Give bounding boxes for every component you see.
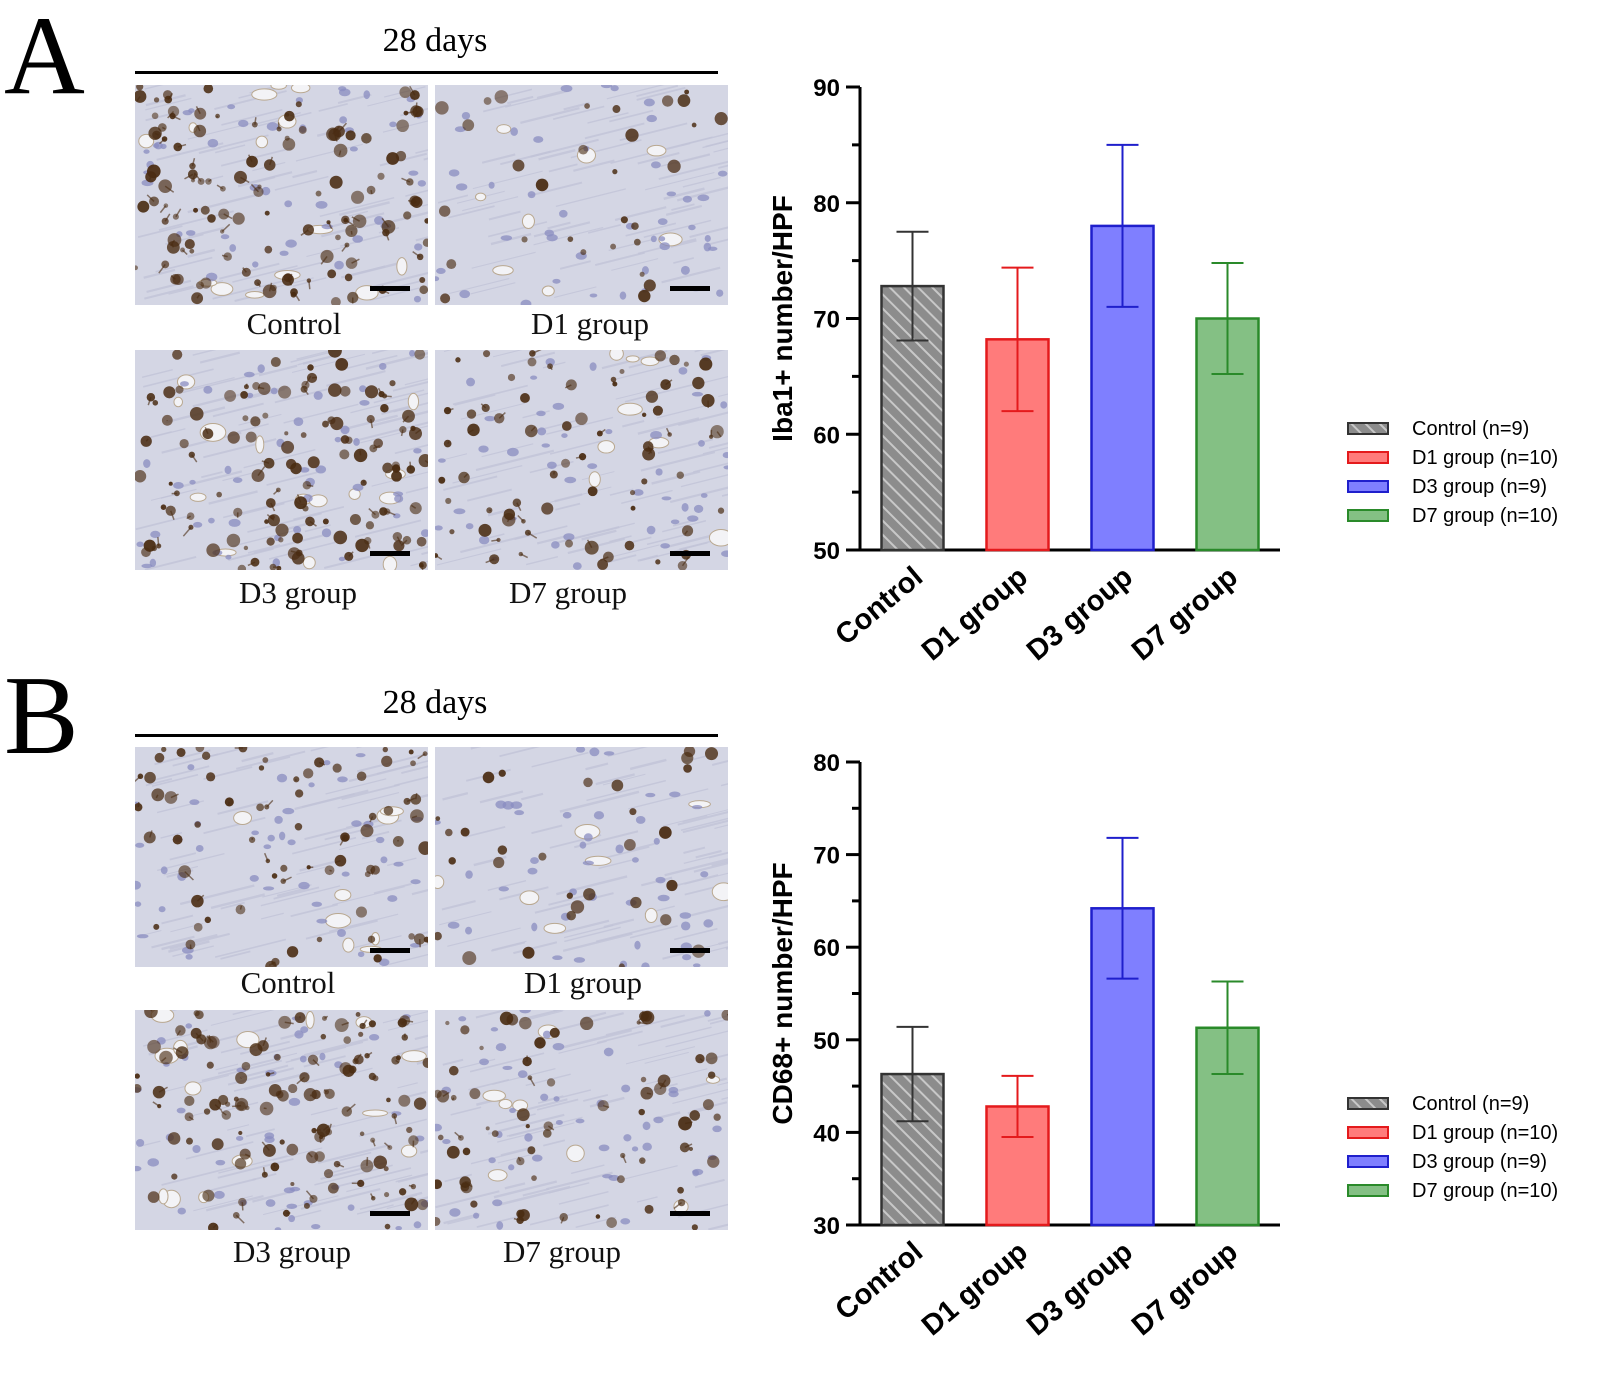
scale-bar <box>670 1211 710 1216</box>
x-tick-label: Control <box>829 1236 929 1327</box>
legend-swatch <box>1347 1184 1389 1197</box>
y-tick-label: 30 <box>813 1213 840 1240</box>
image-caption-a-d7: D7 group <box>509 575 627 610</box>
scale-bar <box>670 948 710 953</box>
tissue-texture <box>135 85 428 305</box>
micrograph-a-d7 <box>435 350 728 570</box>
tissue-texture <box>135 1010 428 1230</box>
legend-swatch <box>1347 451 1389 464</box>
image-caption-b-d3: D3 group <box>233 1234 351 1269</box>
legend-swatch <box>1347 509 1389 522</box>
legend-label: D7 group (n=10) <box>1412 505 1558 527</box>
y-tick-label: 50 <box>813 538 840 565</box>
y-tick-label: 40 <box>813 1120 840 1147</box>
x-tick-label: D3 group <box>1021 561 1139 667</box>
panel-letter-a: A <box>4 0 85 118</box>
y-axis-label: Iba1+ number/HPF <box>767 195 798 442</box>
micrograph-b-d7 <box>435 1010 728 1230</box>
legend-swatch <box>1347 1155 1389 1168</box>
scale-bar <box>670 286 710 291</box>
micrograph-a-d1 <box>435 85 728 305</box>
panel-letter-b: B <box>4 654 79 778</box>
y-tick-label: 80 <box>813 750 840 777</box>
tissue-texture <box>135 747 428 967</box>
legend-swatch <box>1347 422 1389 435</box>
image-caption-b-d7: D7 group <box>503 1234 621 1269</box>
x-tick-label: D7 group <box>1126 561 1244 667</box>
image-caption-a-d3: D3 group <box>239 575 357 610</box>
x-tick-label: D1 group <box>916 561 1034 667</box>
y-tick-label: 70 <box>813 307 840 334</box>
y-tick-label: 60 <box>813 422 840 449</box>
y-tick-label: 60 <box>813 935 840 962</box>
x-tick-label: D1 group <box>916 1236 1034 1342</box>
scale-bar <box>670 551 710 556</box>
x-tick-label: Control <box>829 561 929 652</box>
x-tick-label: D7 group <box>1126 1236 1244 1342</box>
chart-iba1: 50 60 70 80 90 Iba1+ number/HPF Control D1 grou… <box>760 60 1590 690</box>
y-tick-label: 70 <box>813 843 840 870</box>
image-caption-b-d1: D1 group <box>524 965 642 1000</box>
image-caption-b-control: Control <box>240 965 336 1000</box>
legend-label: D1 group (n=10) <box>1412 447 1558 469</box>
timepoint-label-b: 28 days <box>382 684 488 721</box>
y-axis-label: CD68+ number/HPF <box>767 862 798 1124</box>
tissue-texture <box>435 350 728 570</box>
legend-label: D3 group (n=9) <box>1412 476 1547 498</box>
micrograph-b-d3 <box>135 1010 428 1230</box>
tissue-texture <box>435 747 728 967</box>
image-caption-a-control: Control <box>246 306 342 341</box>
x-tick-label: D3 group <box>1021 1236 1139 1342</box>
tissue-texture <box>435 1010 728 1230</box>
micrograph-a-d3 <box>135 350 428 570</box>
legend-label: Control (n=9) <box>1412 418 1529 440</box>
legend-label: D7 group (n=10) <box>1412 1180 1558 1202</box>
bar-d3-group <box>1090 224 1155 552</box>
micrograph-b-control <box>135 747 428 967</box>
image-caption-a-d1: D1 group <box>531 306 649 341</box>
scale-bar <box>370 551 410 556</box>
y-tick-label: 90 <box>813 75 840 102</box>
micrograph-b-d1 <box>435 747 728 967</box>
scale-bar <box>370 948 410 953</box>
timepoint-rule-b <box>135 734 718 737</box>
tissue-texture <box>435 85 728 305</box>
micrograph-a-control <box>135 85 428 305</box>
timepoint-label-a: 28 days <box>382 22 488 59</box>
timepoint-rule-a <box>135 71 718 74</box>
y-tick-label: 80 <box>813 191 840 218</box>
legend-label: D3 group (n=9) <box>1412 1151 1547 1173</box>
legend-label: Control (n=9) <box>1412 1093 1529 1115</box>
legend-swatch <box>1347 1097 1389 1110</box>
chart-cd68: 30 40 50 60 70 80 CD68+ number/HPF Control D1 gr… <box>760 735 1590 1365</box>
y-tick-label: 50 <box>813 1028 840 1055</box>
legend-swatch <box>1347 1126 1389 1139</box>
legend-swatch <box>1347 480 1389 493</box>
scale-bar <box>370 1211 410 1216</box>
scale-bar <box>370 286 410 291</box>
legend-label: D1 group (n=10) <box>1412 1122 1558 1144</box>
tissue-texture <box>135 350 428 570</box>
